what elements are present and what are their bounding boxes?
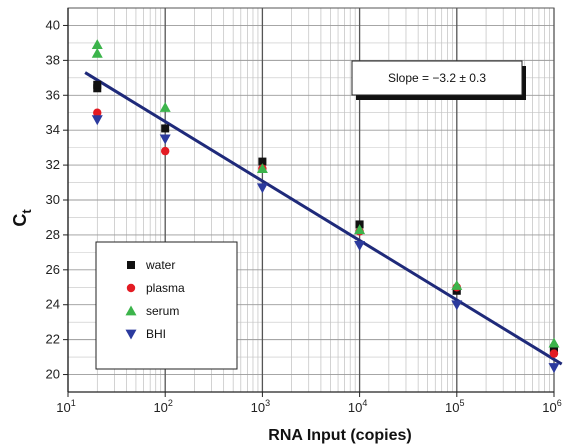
y-tick-label: 40 <box>46 17 60 32</box>
y-axis-title-main: C <box>10 214 30 227</box>
legend: water plasma serum BHI <box>96 242 237 369</box>
y-tick-label: 20 <box>46 367 60 382</box>
x-tick-base: 10 <box>348 400 362 415</box>
slope-annotation-box: Slope = −3.2 ± 0.3 <box>352 61 526 100</box>
legend-label: BHI <box>146 327 166 341</box>
legend-marker-plasma <box>127 284 135 292</box>
y-tick-label: 30 <box>46 192 60 207</box>
y-tick-label: 22 <box>46 332 60 347</box>
point-water <box>93 81 101 89</box>
x-tick-base: 10 <box>542 400 556 415</box>
legend-label: plasma <box>146 281 185 295</box>
point-plasma <box>550 349 558 357</box>
y-tick-label: 32 <box>46 157 60 172</box>
legend-marker-water <box>127 261 135 269</box>
y-tick-label: 26 <box>46 262 60 277</box>
x-axis-title: RNA Input (copies) <box>268 427 411 444</box>
x-tick-base: 10 <box>153 400 167 415</box>
x-tick-exponent: 5 <box>460 398 465 408</box>
x-tick-exponent: 2 <box>168 398 173 408</box>
y-tick-label: 24 <box>46 297 60 312</box>
x-tick-exponent: 3 <box>265 398 270 408</box>
x-tick-exponent: 6 <box>557 398 562 408</box>
point-plasma <box>161 147 169 155</box>
y-tick-label: 28 <box>46 227 60 242</box>
y-tick-label: 34 <box>46 122 60 137</box>
legend-label: water <box>145 258 175 272</box>
x-tick-base: 10 <box>445 400 459 415</box>
y-tick-label: 38 <box>46 52 60 67</box>
y-axis-title-subscript: t <box>19 209 34 214</box>
legend-label: serum <box>146 304 179 318</box>
x-tick-base: 10 <box>56 400 70 415</box>
x-tick-exponent: 1 <box>71 398 76 408</box>
slope-annotation: Slope = −3.2 ± 0.3 <box>388 71 486 85</box>
x-tick-base: 10 <box>251 400 265 415</box>
x-tick-exponent: 4 <box>362 398 367 408</box>
y-tick-label: 36 <box>46 87 60 102</box>
point-water <box>161 124 169 132</box>
